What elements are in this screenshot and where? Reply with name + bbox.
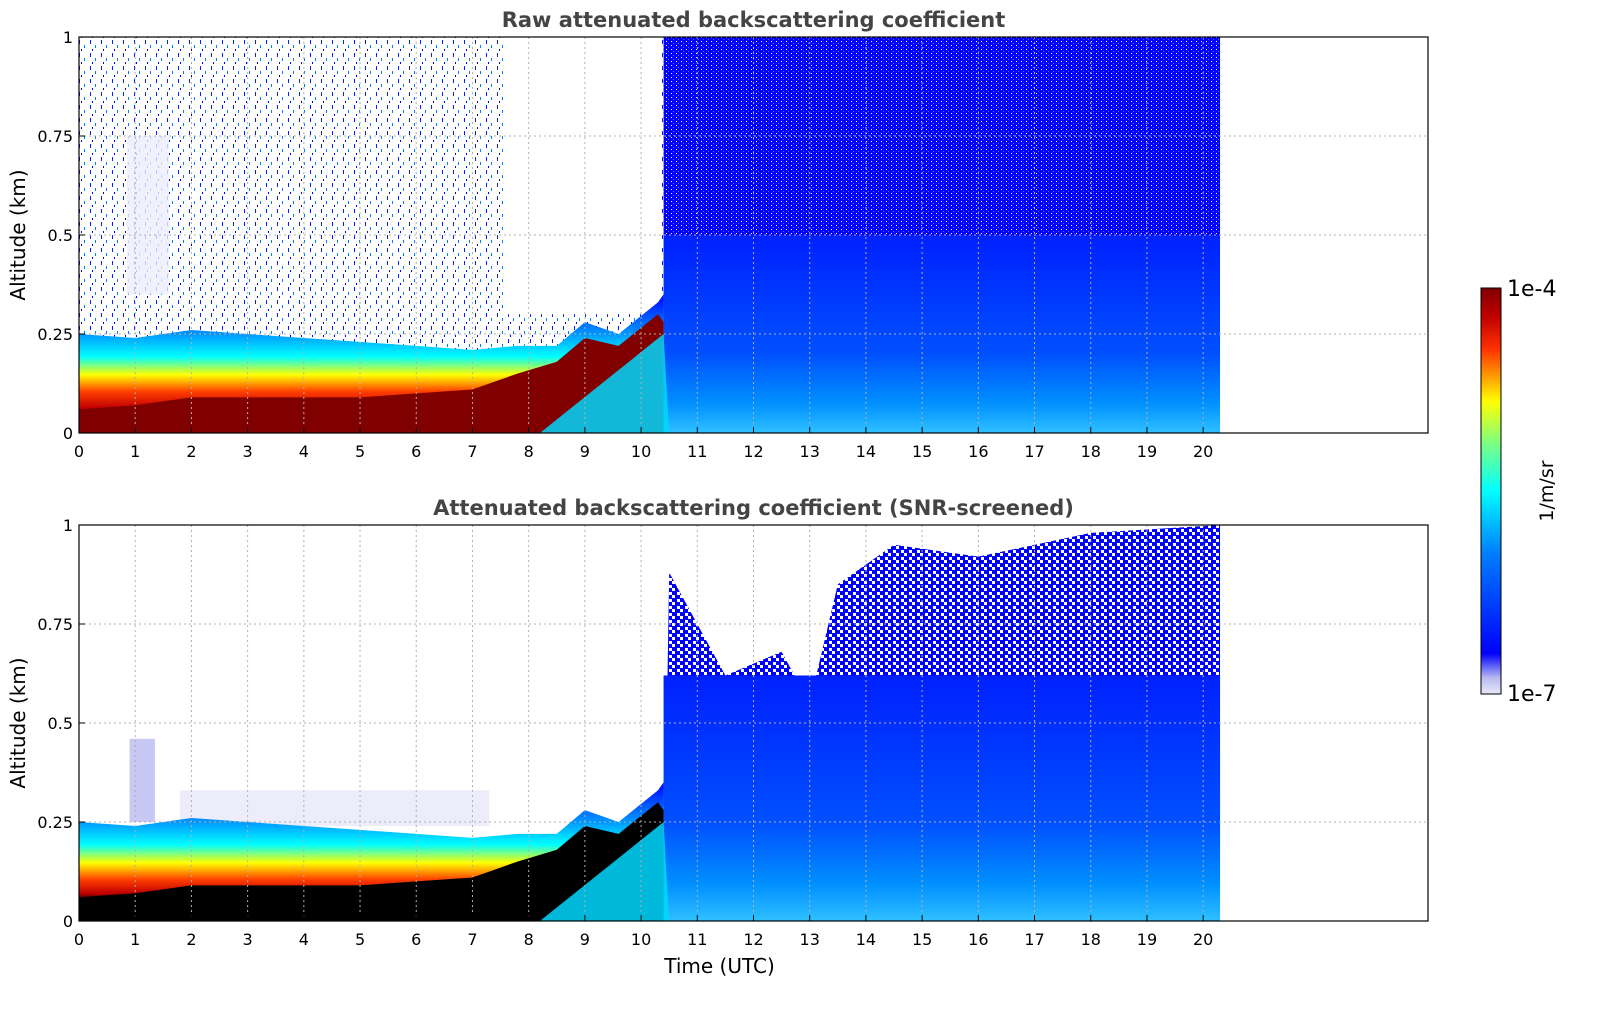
residual-layer — [129, 738, 155, 822]
y-tick-label: 0.25 — [37, 813, 73, 832]
y-tick-label: 0.75 — [37, 615, 73, 634]
y-tick-label: 0 — [63, 424, 73, 443]
x-tick-label: 11 — [687, 930, 707, 949]
panel-title: Attenuated backscattering coefficient (S… — [433, 496, 1074, 520]
x-tick-label: 15 — [912, 930, 932, 949]
x-tick-label: 6 — [411, 930, 421, 949]
x-tick-label: 7 — [467, 442, 477, 461]
x-tick-label: 8 — [524, 930, 534, 949]
x-tick-label: 8 — [524, 442, 534, 461]
grid — [78, 524, 1428, 922]
colorbar-max-label: 1e-4 — [1507, 277, 1556, 302]
x-tick-label: 10 — [631, 930, 651, 949]
x-tick-label: 16 — [968, 442, 988, 461]
x-tick-label: 17 — [1024, 930, 1044, 949]
y-tick-label: 0.5 — [48, 714, 73, 733]
residual-layer — [126, 136, 169, 295]
x-tick-label: 19 — [1137, 442, 1157, 461]
x-tick-label: 5 — [355, 442, 365, 461]
x-tick-label: 0 — [74, 442, 84, 461]
x-tick-label: 20 — [1193, 442, 1213, 461]
dense-noise-region — [663, 37, 1221, 235]
panel-1: 0 1 2 3 4 5 6 7 8 9 10 11 12 13 14 15 16 17 18 19 2000.250.5… — [6, 8, 1429, 461]
x-tick-label: 4 — [299, 442, 309, 461]
colorbar-min-label: 1e-7 — [1507, 682, 1556, 707]
x-tick-label: 2 — [186, 930, 196, 949]
x-tick-label: 13 — [800, 442, 820, 461]
x-tick-label: 14 — [856, 930, 876, 949]
transition-region — [539, 334, 670, 433]
x-tick-label: 18 — [1081, 442, 1101, 461]
panel-title: Raw attenuated backscattering coefficien… — [502, 8, 1006, 32]
x-tick-label: 0 — [74, 930, 84, 949]
boundary-layer-core — [79, 802, 664, 921]
low-signal-region — [663, 235, 1221, 433]
x-tick-label: 5 — [355, 930, 365, 949]
y-tick-label: 0.5 — [48, 226, 73, 245]
x-tick-label: 15 — [912, 442, 932, 461]
x-tick-label: 14 — [856, 442, 876, 461]
y-axis-label: Altitude (km) — [6, 657, 30, 788]
x-tick-label: 6 — [411, 442, 421, 461]
low-signal-region — [663, 675, 1221, 921]
x-tick-label: 16 — [968, 930, 988, 949]
x-tick-label: 9 — [580, 442, 590, 461]
x-tick-label: 10 — [631, 442, 651, 461]
x-tick-label: 20 — [1193, 930, 1213, 949]
heatmap-area — [79, 37, 1221, 433]
clear-gap — [506, 37, 658, 315]
colorbar-unit-label: 1/m/sr — [1536, 460, 1558, 521]
x-tick-label: 9 — [580, 930, 590, 949]
x-tick-label: 12 — [743, 442, 763, 461]
x-tick-label: 17 — [1024, 442, 1044, 461]
y-tick-label: 0.25 — [37, 325, 73, 344]
x-tick-label: 3 — [243, 442, 253, 461]
faint-layer — [180, 790, 490, 826]
y-tick-label: 0 — [63, 912, 73, 931]
x-tick-label: 4 — [299, 930, 309, 949]
x-tick-label: 2 — [186, 442, 196, 461]
y-tick-label: 1 — [63, 28, 73, 47]
y-axis-label: Altitude (km) — [6, 169, 30, 300]
x-tick-label: 12 — [743, 930, 763, 949]
panel-2: 0 1 2 3 4 5 6 7 8 9 10 11 12 13 14 15 16 17 18 19 2000.250.5… — [6, 496, 1429, 978]
x-tick-label: 3 — [243, 930, 253, 949]
colorbar: 1e-4 1e-7 1/m/sr — [1480, 277, 1558, 707]
colorbar-scale — [1480, 287, 1502, 695]
x-tick-label: 18 — [1081, 930, 1101, 949]
boundary-layer-core — [79, 314, 664, 433]
x-tick-label: 19 — [1137, 930, 1157, 949]
x-tick-label: 1 — [130, 442, 140, 461]
transition-region — [539, 822, 670, 921]
y-tick-label: 1 — [63, 516, 73, 535]
y-tick-label: 0.75 — [37, 127, 73, 146]
x-axis-label: Time (UTC) — [663, 954, 775, 978]
x-tick-label: 1 — [130, 930, 140, 949]
x-tick-label: 7 — [467, 930, 477, 949]
x-tick-label: 11 — [687, 442, 707, 461]
x-tick-label: 13 — [800, 930, 820, 949]
